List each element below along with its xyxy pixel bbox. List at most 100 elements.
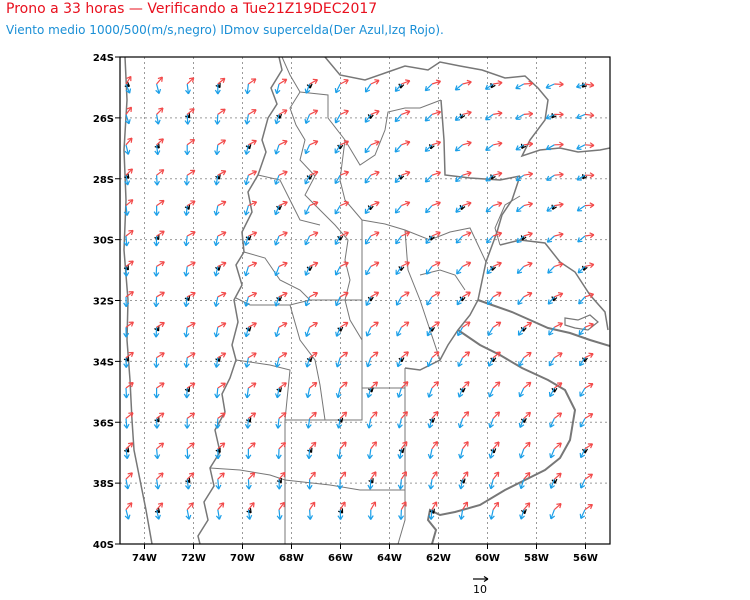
- right-mover-vector: [426, 296, 433, 306]
- right-mover-vector: [424, 174, 433, 183]
- left-mover-vector: [217, 472, 225, 480]
- right-mover-vector: [184, 114, 191, 125]
- left-mover-vector: [278, 261, 288, 268]
- left-mover-vector: [370, 411, 378, 419]
- right-mover-vector: [273, 235, 280, 246]
- right-mover-vector: [334, 235, 341, 245]
- left-mover-vector: [431, 261, 441, 267]
- right-mover-vector: [579, 387, 586, 397]
- right-mover-vector: [485, 174, 494, 182]
- right-mover-vector: [335, 326, 341, 337]
- right-mover-vector: [457, 418, 464, 429]
- left-mover-vector: [492, 291, 502, 298]
- right-mover-vector: [273, 205, 280, 216]
- right-mover-vector: [185, 509, 192, 520]
- left-mover-vector: [156, 76, 163, 85]
- right-mover-vector: [123, 448, 130, 460]
- right-mover-vector: [243, 327, 250, 338]
- right-mover-vector: [244, 114, 251, 125]
- left-mover-vector: [125, 351, 134, 359]
- right-mover-vector: [334, 144, 341, 154]
- left-mover-vector: [125, 168, 134, 176]
- left-mover-vector: [431, 109, 442, 116]
- left-mover-vector: [186, 200, 196, 207]
- left-mover-vector: [462, 110, 472, 117]
- right-mover-vector: [213, 357, 220, 368]
- left-mover-vector: [125, 412, 134, 419]
- left-mover-vector: [431, 501, 438, 510]
- left-mover-vector: [431, 231, 441, 237]
- right-mover-vector: [547, 265, 555, 274]
- political-boundaries: [123, 57, 610, 544]
- left-mover-vector: [584, 232, 595, 239]
- latitude-labels: 24S 26S 28S 30S 32S 34S 36S 38S 40S: [93, 53, 120, 551]
- left-mover-vector: [217, 412, 226, 419]
- left-mover-vector: [370, 140, 380, 146]
- left-mover-vector: [431, 170, 441, 177]
- right-mover-vector: [304, 296, 311, 307]
- right-mover-vector: [153, 235, 160, 247]
- right-mover-vector: [123, 296, 130, 308]
- right-mover-vector: [274, 296, 280, 307]
- left-mover-vector: [370, 170, 380, 177]
- left-mover-vector: [217, 502, 225, 510]
- right-mover-vector: [485, 205, 494, 213]
- right-mover-vector: [153, 357, 160, 368]
- right-mover-vector: [428, 509, 435, 520]
- right-mover-vector: [334, 174, 341, 185]
- right-mover-vector: [337, 479, 344, 490]
- left-mover-vector: [156, 472, 164, 480]
- left-mover-vector: [401, 291, 410, 298]
- left-mover-vector: [523, 502, 531, 510]
- right-mover-vector: [518, 357, 525, 367]
- right-mover-vector: [246, 509, 253, 520]
- right-mover-vector: [153, 387, 160, 399]
- lon-tick-label: 60W: [475, 553, 500, 564]
- right-mover-vector: [336, 448, 343, 460]
- left-mover-vector: [125, 260, 134, 267]
- left-mover-vector: [186, 169, 196, 176]
- left-mover-vector: [492, 231, 503, 237]
- right-mover-vector: [214, 418, 221, 429]
- left-mover-vector: [125, 137, 133, 146]
- left-mover-vector: [462, 261, 472, 267]
- right-mover-vector: [548, 326, 555, 336]
- right-mover-vector: [366, 387, 373, 398]
- left-mover-vector: [584, 202, 595, 209]
- left-mover-vector: [339, 200, 350, 207]
- left-mover-vector: [186, 138, 196, 146]
- left-mover-vector: [339, 139, 350, 146]
- left-mover-vector: [278, 441, 287, 450]
- left-mover-vector: [584, 292, 595, 299]
- right-mover-vector: [306, 479, 313, 490]
- left-mover-vector: [186, 352, 196, 359]
- right-mover-vector: [454, 83, 463, 91]
- right-mover-vector: [517, 296, 525, 305]
- lon-tick-label: 74W: [132, 553, 157, 564]
- right-mover-vector: [183, 266, 190, 277]
- left-mover-vector: [186, 412, 196, 419]
- left-mover-vector: [309, 261, 319, 267]
- right-mover-vector: [548, 387, 555, 398]
- right-mover-vector: [425, 266, 433, 275]
- left-mover-vector: [370, 200, 380, 207]
- lon-tick-label: 56W: [573, 553, 598, 564]
- right-mover-vector: [183, 357, 190, 368]
- left-mover-vector: [431, 381, 440, 389]
- right-mover-vector: [155, 509, 161, 520]
- left-mover-vector: [370, 501, 377, 510]
- lat-lon-grid: [120, 57, 610, 544]
- left-mover-vector: [125, 502, 133, 510]
- left-mover-vector: [523, 321, 533, 328]
- left-mover-vector: [186, 108, 195, 115]
- left-mover-vector: [217, 261, 227, 267]
- right-mover-vector: [185, 479, 191, 490]
- map-subtitle: Viento medio 1000/500(m/s,negro) IDmov s…: [6, 23, 444, 37]
- right-mover-vector: [274, 357, 281, 368]
- right-mover-vector: [274, 83, 281, 95]
- right-mover-vector: [307, 509, 314, 520]
- right-mover-vector: [576, 205, 586, 212]
- right-mover-vector: [213, 205, 220, 216]
- left-mover-vector: [554, 261, 564, 268]
- reference-vector-label: 10: [473, 583, 487, 596]
